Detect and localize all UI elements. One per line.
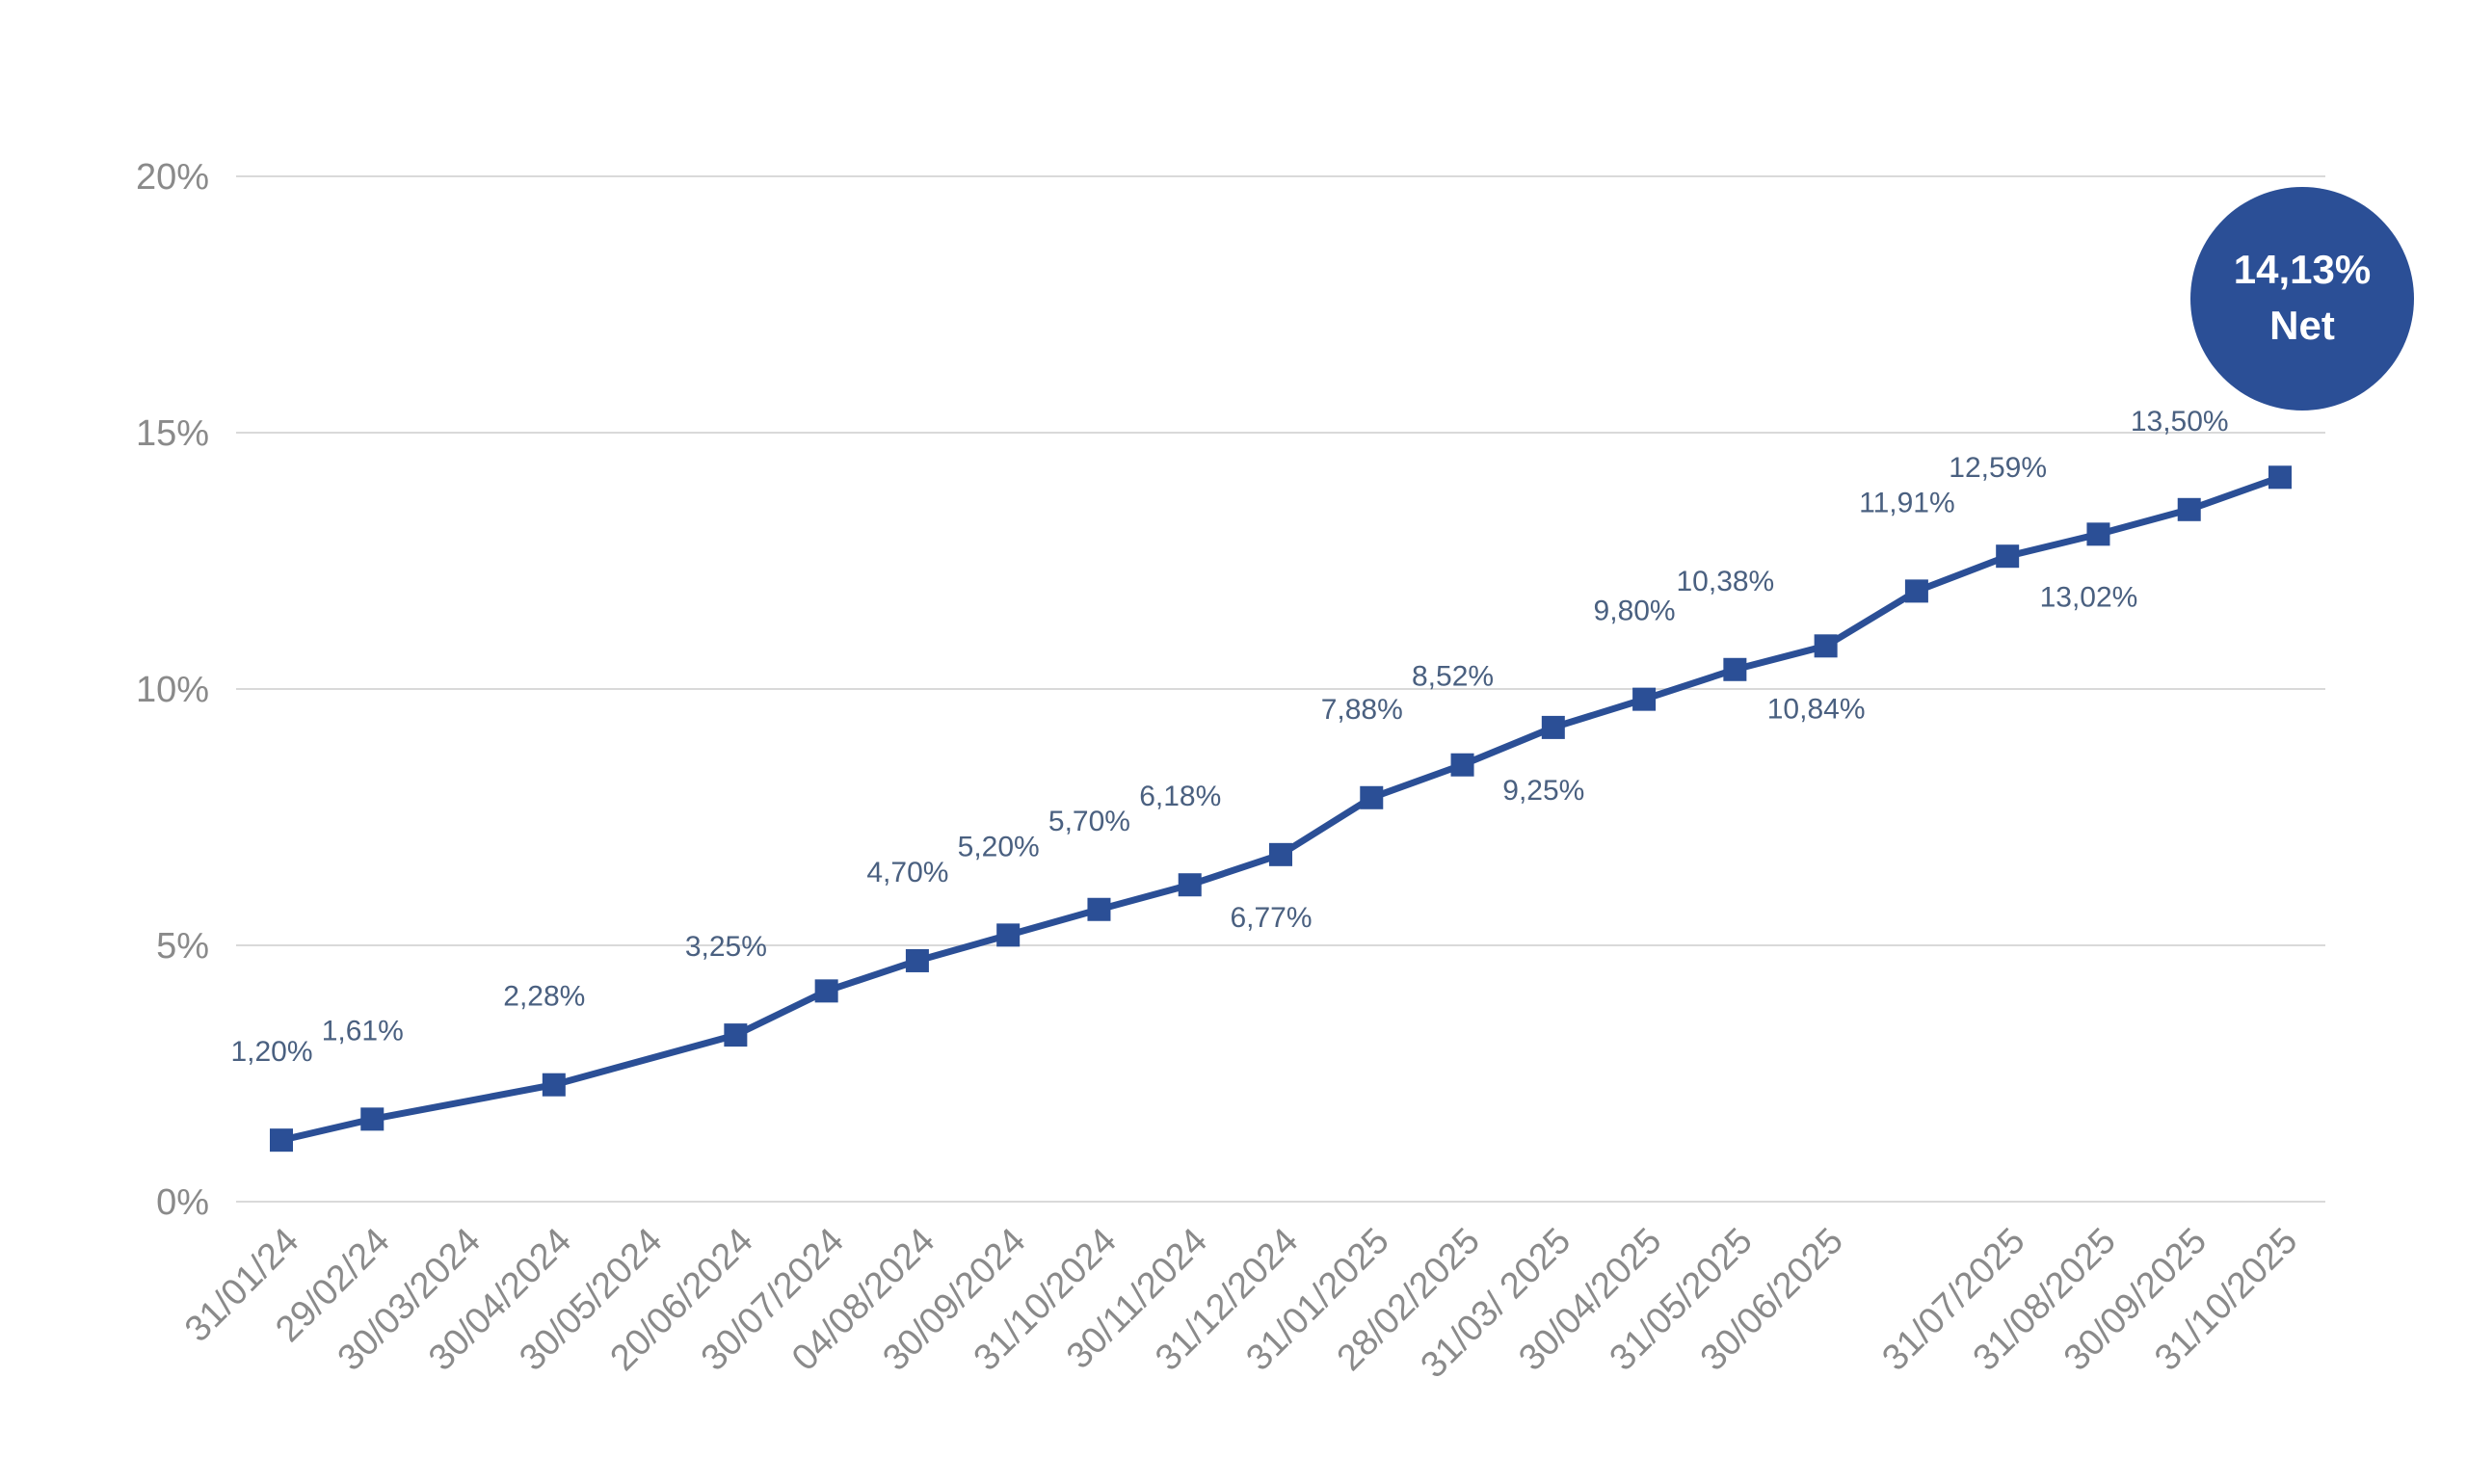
data-label: 9,80% <box>1594 596 1676 627</box>
data-label: 2,28% <box>503 981 585 1013</box>
data-label: 13,50% <box>2131 406 2229 437</box>
data-label: 13,02% <box>2040 581 2138 613</box>
data-label: 10,84% <box>1767 693 1866 725</box>
data-label: 10,38% <box>1676 566 1774 597</box>
data-point <box>724 1023 748 1047</box>
data-point <box>1178 873 1202 897</box>
y-tick-label: 15% <box>136 413 209 454</box>
data-point <box>1904 579 1928 603</box>
data-point <box>360 1107 385 1131</box>
series-line-net <box>280 473 2282 1144</box>
callout-bubble: 14,13% Net <box>2190 187 2414 411</box>
y-tick-label: 20% <box>136 157 209 198</box>
data-point <box>1360 785 1384 809</box>
data-label: 5,20% <box>958 831 1040 862</box>
callout-label: Net <box>2269 303 2335 348</box>
data-label: 11,91% <box>1859 487 1955 518</box>
data-point <box>1996 544 2020 569</box>
data-point <box>2177 497 2201 521</box>
data-label: 3,25% <box>685 931 767 963</box>
data-point <box>1541 715 1565 739</box>
data-point <box>1450 753 1474 777</box>
data-point <box>996 923 1021 947</box>
data-point <box>814 979 838 1003</box>
data-point <box>1087 897 1111 921</box>
data-point <box>905 948 929 972</box>
data-point <box>542 1073 566 1097</box>
data-point <box>1269 842 1292 866</box>
y-tick-label: 0% <box>156 1182 209 1223</box>
data-label: 6,77% <box>1230 902 1312 934</box>
data-point <box>1814 634 1838 658</box>
y-tick-label: 5% <box>156 926 209 967</box>
data-label: 9,25% <box>1502 775 1584 807</box>
data-label: 7,88% <box>1321 694 1403 726</box>
data-label: 6,18% <box>1139 781 1221 812</box>
data-label: 1,61% <box>322 1015 404 1047</box>
data-point <box>2268 465 2292 490</box>
data-label: 4,70% <box>866 857 948 888</box>
data-point <box>1632 687 1657 711</box>
callout-value: 14,13% <box>2234 247 2371 292</box>
data-point <box>1723 657 1747 681</box>
data-point <box>270 1128 293 1153</box>
data-label: 5,70% <box>1048 806 1130 837</box>
data-point <box>2086 522 2110 546</box>
data-label: 8,52% <box>1412 661 1494 693</box>
y-tick-label: 10% <box>136 670 209 710</box>
data-label: 1,20% <box>230 1036 312 1068</box>
data-label: 12,59% <box>1949 452 2047 484</box>
